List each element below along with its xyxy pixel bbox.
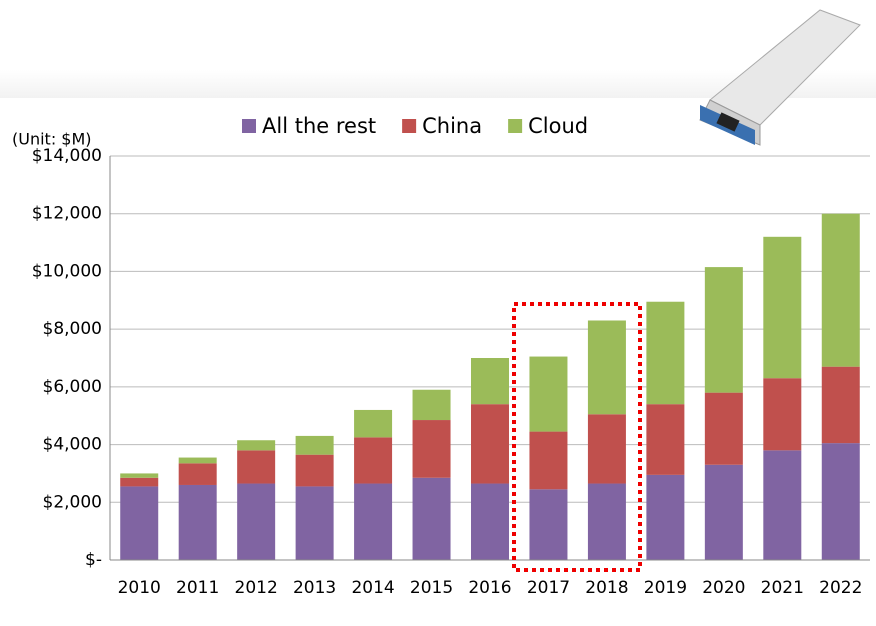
bar-segment bbox=[587, 414, 626, 484]
bar-segment bbox=[178, 457, 217, 464]
bar-segment bbox=[412, 420, 451, 478]
x-tick-label: 2021 bbox=[761, 578, 804, 598]
x-tick-label: 2011 bbox=[176, 578, 219, 598]
bar-segment bbox=[471, 483, 509, 560]
bar-segment bbox=[354, 483, 393, 560]
bar-segment bbox=[471, 358, 509, 405]
bar-segment bbox=[120, 486, 159, 560]
x-tick-label: 2022 bbox=[819, 578, 862, 598]
bar-segment bbox=[821, 366, 860, 444]
bar-segment bbox=[646, 474, 685, 560]
y-tick-label: $- bbox=[85, 550, 102, 570]
bar-segment bbox=[237, 450, 276, 484]
bar-segment bbox=[178, 463, 217, 485]
bar-segment bbox=[529, 356, 568, 432]
bar-segment bbox=[295, 435, 334, 455]
x-tick-label: 2018 bbox=[585, 578, 628, 598]
bar-segment bbox=[763, 450, 802, 560]
bar-segment bbox=[295, 486, 334, 560]
bar-segment bbox=[821, 443, 860, 560]
bar-segment bbox=[295, 454, 334, 487]
x-tick-label: 2013 bbox=[293, 578, 336, 598]
x-tick-label: 2020 bbox=[702, 578, 745, 598]
bar-segment bbox=[763, 236, 802, 379]
unit-label: (Unit: $M) bbox=[12, 130, 92, 149]
x-tick-label: 2017 bbox=[527, 578, 570, 598]
bar-segment bbox=[529, 431, 568, 490]
x-tick-label: 2016 bbox=[468, 578, 511, 598]
bar-segment bbox=[704, 267, 743, 393]
bar-segment bbox=[237, 440, 276, 451]
bar-segment bbox=[471, 404, 509, 484]
bar-segment bbox=[587, 320, 626, 415]
bar-segment bbox=[120, 473, 159, 478]
bar-segment bbox=[178, 484, 217, 560]
x-tick-label: 2019 bbox=[644, 578, 687, 598]
bar-segment bbox=[704, 464, 743, 560]
transceiver-icon bbox=[699, 9, 861, 146]
y-tick-label: $14,000 bbox=[32, 146, 102, 166]
legend-label: Cloud bbox=[528, 114, 588, 138]
bar-segment bbox=[821, 213, 860, 367]
bar-segment bbox=[529, 489, 568, 560]
bar-segment bbox=[412, 389, 451, 421]
legend-swatch bbox=[508, 119, 523, 133]
bar-segment bbox=[763, 378, 802, 451]
y-tick-label: $4,000 bbox=[43, 435, 102, 455]
bar-segment bbox=[120, 477, 159, 487]
bar-segment bbox=[704, 392, 743, 465]
y-tick-label: $8,000 bbox=[43, 319, 102, 339]
legend-label: China bbox=[422, 114, 482, 138]
highlight-box bbox=[512, 302, 642, 572]
bar-segment bbox=[354, 437, 393, 484]
x-tick-label: 2015 bbox=[410, 578, 453, 598]
y-tick-label: $12,000 bbox=[32, 204, 102, 224]
bar-segment bbox=[412, 477, 451, 560]
bar-segment bbox=[237, 483, 276, 560]
bar-segment bbox=[646, 301, 685, 405]
legend-swatch bbox=[242, 119, 256, 133]
x-tick-label: 2010 bbox=[118, 578, 161, 598]
bar-segment bbox=[646, 404, 685, 475]
legend-swatch bbox=[402, 119, 417, 133]
x-tick-label: 2012 bbox=[235, 578, 278, 598]
bar-segment bbox=[354, 409, 393, 438]
x-tick-label: 2014 bbox=[351, 578, 394, 598]
y-tick-label: $6,000 bbox=[43, 377, 102, 397]
legend-label: All the rest bbox=[262, 114, 376, 138]
y-tick-label: $2,000 bbox=[43, 492, 102, 512]
bar-segment bbox=[587, 483, 626, 560]
y-tick-label: $10,000 bbox=[32, 261, 102, 281]
